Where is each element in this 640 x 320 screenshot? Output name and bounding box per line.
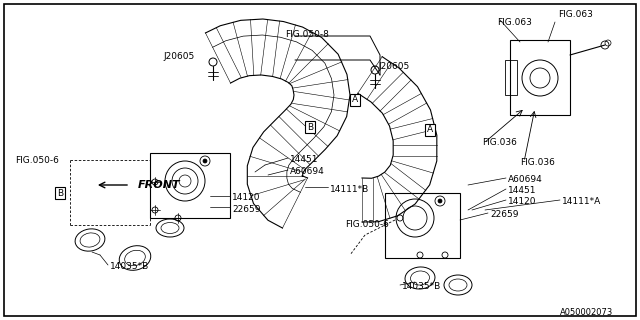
Text: FIG.063: FIG.063 bbox=[497, 18, 532, 27]
Text: FIG.063: FIG.063 bbox=[558, 10, 593, 19]
Text: 14111*A: 14111*A bbox=[562, 197, 601, 206]
Text: 14451: 14451 bbox=[290, 155, 319, 164]
Bar bbox=[510, 40, 570, 115]
Text: 14120: 14120 bbox=[232, 193, 260, 202]
Text: A050002073: A050002073 bbox=[560, 308, 613, 317]
Text: FIG.036: FIG.036 bbox=[482, 138, 517, 147]
Text: 22659: 22659 bbox=[232, 205, 260, 214]
Text: A: A bbox=[427, 125, 433, 134]
Text: FIG.036: FIG.036 bbox=[520, 158, 555, 167]
Text: 14451: 14451 bbox=[508, 186, 536, 195]
Bar bbox=[385, 193, 460, 258]
Text: 22659: 22659 bbox=[490, 210, 518, 219]
Text: FRONT: FRONT bbox=[138, 180, 180, 190]
Bar bbox=[150, 153, 230, 218]
Text: B: B bbox=[307, 123, 313, 132]
Text: J20605: J20605 bbox=[164, 52, 195, 61]
Text: FIG.050-6: FIG.050-6 bbox=[15, 156, 59, 165]
Text: B: B bbox=[57, 188, 63, 197]
Text: A60694: A60694 bbox=[290, 167, 324, 176]
Circle shape bbox=[438, 199, 442, 203]
Circle shape bbox=[203, 159, 207, 163]
Text: FIG.050-8: FIG.050-8 bbox=[285, 30, 329, 39]
Text: FIG.050-6: FIG.050-6 bbox=[345, 220, 389, 229]
Text: 14120: 14120 bbox=[508, 197, 536, 206]
Text: 14035*B: 14035*B bbox=[110, 262, 149, 271]
Bar bbox=[505, 60, 517, 95]
Text: 14111*B: 14111*B bbox=[330, 185, 369, 194]
Text: J20605: J20605 bbox=[378, 62, 409, 71]
Text: A60694: A60694 bbox=[508, 175, 543, 184]
Text: A: A bbox=[352, 95, 358, 105]
Text: 14035*B: 14035*B bbox=[402, 282, 441, 291]
